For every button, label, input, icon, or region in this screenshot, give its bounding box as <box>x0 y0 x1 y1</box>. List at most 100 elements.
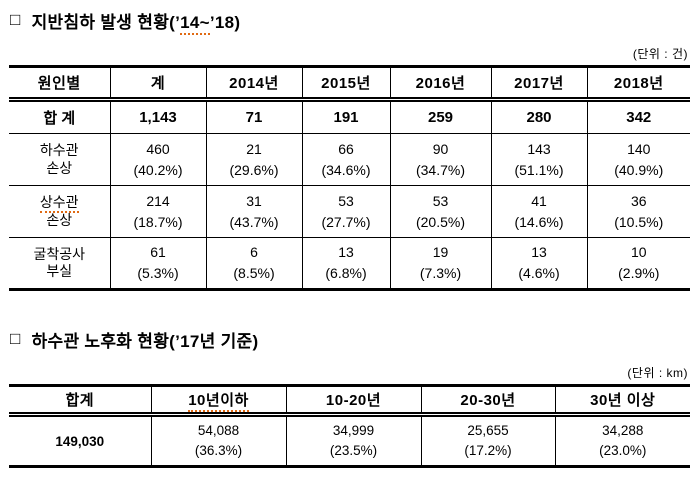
cell-value: 10 <box>630 244 647 261</box>
cell-value: 54,088 <box>197 423 240 439</box>
row-label-line: 손상 <box>46 159 73 176</box>
table-cell: 140 (40.9%) <box>586 133 690 186</box>
spellcheck-marked-text: 상수관 <box>39 194 79 213</box>
cell-value: 34,999 <box>332 423 375 439</box>
row-label: 합 계 <box>9 99 110 134</box>
cell-value: 34,288 <box>602 423 644 439</box>
table-cell: 34,288 (23.0%) <box>554 414 690 467</box>
spellcheck-marked-text: 14~ <box>180 13 210 35</box>
cell-value: 61 <box>150 244 166 261</box>
row-label-line: 하수관 <box>39 142 79 158</box>
cell-value: 13 <box>531 244 547 261</box>
table-cell: 191 <box>301 99 390 134</box>
table-cell: 53 (27.7%) <box>301 185 390 238</box>
cell-percent: (6.8%) <box>325 265 367 282</box>
cell-percent: (27.7%) <box>321 213 371 230</box>
spellcheck-marked-text: 10년이하 <box>188 392 249 410</box>
title-text-part: ’18) <box>209 13 241 32</box>
cell-percent: (14.6%) <box>514 213 564 230</box>
cell-percent: (5.3%) <box>137 265 179 282</box>
cell-value: 140 <box>627 140 651 157</box>
table-cell: 25,655 (17.2%) <box>420 414 555 467</box>
table1-header-row: 원인별 계 2014년 2015년 2016년 2017년 2018년 <box>9 66 690 102</box>
row-label-line: 상수관 <box>9 194 110 213</box>
table-cell: 13 (6.8%) <box>301 237 390 290</box>
table-cell: 259 <box>389 99 491 134</box>
column-header: 30년 이상 <box>554 385 690 417</box>
cell-value: 90 <box>432 140 449 157</box>
cell-percent: (17.2%) <box>464 443 512 459</box>
total-value-cell: 149,030 <box>55 433 105 449</box>
table-cell: 34,999 (23.5%) <box>285 414 421 467</box>
unit-label-table1: (단위 : 건) <box>632 47 688 61</box>
cell-value: 41 <box>531 192 547 209</box>
column-header: 2016년 <box>389 66 491 102</box>
table-cell: 31 (43.7%) <box>205 185 302 238</box>
square-bullet-icon: □ <box>10 10 21 29</box>
table-cell: 54,088 (36.3%) <box>150 414 286 467</box>
table-cell: 21 (29.6%) <box>205 133 302 186</box>
cell-percent: (18.7%) <box>133 213 183 230</box>
section1-title-text: 지반침하 발생 현황(’14~’18) <box>31 8 241 35</box>
table-cell: 71 <box>205 99 302 134</box>
cell-percent: (10.5%) <box>614 213 664 230</box>
sewer-aging-table: 합계 10년이하 10-20년 20-30년 30년 이상 149,030 54… <box>9 384 690 468</box>
cell-percent: (51.1%) <box>514 161 564 178</box>
cell-percent: (7.3%) <box>419 265 462 282</box>
table-cell: 41 (14.6%) <box>490 185 587 238</box>
column-header: 계 <box>109 66 206 102</box>
column-header: 20-30년 <box>420 385 555 417</box>
row-label-line: 손상 <box>46 211 73 228</box>
table-cell: 53 (20.5%) <box>389 185 491 238</box>
cell-percent: (34.6%) <box>321 161 371 178</box>
column-header: 10-20년 <box>285 385 421 417</box>
cell-value: 53 <box>432 192 449 209</box>
table-cell: 460 (40.2%) <box>109 133 206 186</box>
cell-percent: (29.6%) <box>229 161 279 178</box>
table-cell: 342 <box>586 99 690 134</box>
cell-percent: (40.2%) <box>133 161 183 178</box>
row-label: 굴착공사 부실 <box>9 238 110 290</box>
cell-percent: (8.5%) <box>233 265 275 282</box>
table-cell: 66 (34.6%) <box>301 133 390 186</box>
section1-title: □ 지반침하 발생 현황(’14~’18) <box>10 8 690 35</box>
table-cell: 10 (2.9%) <box>586 237 690 290</box>
row-label-line: 부실 <box>46 263 73 279</box>
cell-percent: (4.6%) <box>518 265 560 282</box>
table1-row-excavation-defect: 굴착공사 부실 61 (5.3%) 6 (8.5%) 13 (6.8%) 19 (7.3… <box>9 237 690 290</box>
cell-value: 53 <box>338 192 354 209</box>
cell-value: 19 <box>432 244 449 261</box>
table-cell: 61 (5.3%) <box>109 237 206 290</box>
table-cell: 90 (34.7%) <box>389 133 491 186</box>
cell-percent: (40.9%) <box>614 161 664 178</box>
cell-value: 460 <box>146 140 170 157</box>
table1-row-water-pipe-damage: 상수관 손상 214 (18.7%) 31 (43.7%) 53 (27.7%) 53… <box>9 185 690 238</box>
cell-percent: (2.9%) <box>618 265 660 282</box>
cell-percent: (23.0%) <box>599 443 647 459</box>
square-bullet-icon: □ <box>10 329 21 348</box>
table-cell: 214 (18.7%) <box>109 185 206 238</box>
table-cell: 143 (51.1%) <box>490 133 587 186</box>
cell-percent: (20.5%) <box>415 213 466 230</box>
column-header: 원인별 <box>9 66 110 102</box>
cell-percent: (43.7%) <box>229 213 279 230</box>
subsidence-table: 원인별 계 2014년 2015년 2016년 2017년 2018년 합 계 … <box>9 65 690 291</box>
column-header: 2014년 <box>205 66 302 102</box>
column-header: 10년이하 <box>150 385 286 417</box>
cell-value: 36 <box>630 192 647 209</box>
table-cell: 13 (4.6%) <box>490 237 587 290</box>
cell-percent: (34.7%) <box>415 161 466 178</box>
column-header: 2015년 <box>301 66 390 102</box>
title-text-part: 지반침하 발생 현황(’ <box>31 13 181 32</box>
table-cell: 280 <box>490 99 587 134</box>
cell-value: 143 <box>527 140 551 157</box>
table2-data-row: 149,030 54,088 (36.3%) 34,999 (23.5%) 25,6… <box>9 414 690 467</box>
table1-row-sewer-damage: 하수관 손상 460 (40.2%) 21 (29.6%) 66 (34.6%) 90… <box>9 133 690 186</box>
column-header: 2017년 <box>490 66 587 102</box>
unit-label-table2: (단위 : km) <box>627 366 688 380</box>
row-label-line: 굴착공사 <box>33 245 86 262</box>
table-cell: 1,143 <box>109 99 206 134</box>
column-header: 2018년 <box>586 66 690 102</box>
cell-value: 25,655 <box>467 423 509 439</box>
